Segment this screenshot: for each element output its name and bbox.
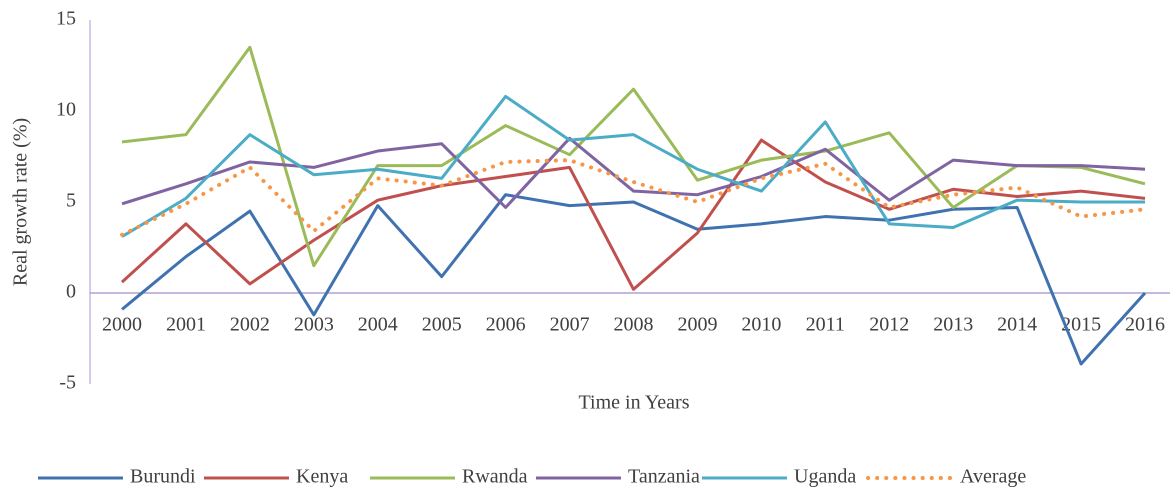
x-tick-label: 2006 [486,314,526,336]
legend-label: Kenya [296,466,348,488]
y-tick-label: 5 [66,190,76,212]
y-tick-label: 10 [56,99,76,121]
x-tick-label: 2014 [997,314,1037,336]
x-tick-label: 2008 [614,314,654,336]
x-tick-label: 2007 [550,314,590,336]
x-tick-label: 2009 [677,314,717,336]
y-axis-title: Real growth rate (%) [10,118,32,286]
x-tick-label: 2015 [1061,314,1101,336]
y-tick-label: 0 [66,281,76,303]
x-tick-label: 2000 [102,314,142,336]
series-line [121,136,1146,209]
legend-label: Burundi [130,466,196,488]
x-tick-label: 2005 [422,314,462,336]
series-line [121,94,1145,238]
x-tick-label: 2016 [1125,314,1165,336]
legend-label: Rwanda [462,466,528,488]
x-tick-label: 2002 [230,314,270,336]
x-tick-label: 2004 [358,314,398,336]
x-tick-label: 2013 [933,314,973,336]
x-tick-label: 2011 [806,314,845,336]
legend-label: Tanzania [628,466,700,488]
legend-label: Uganda [794,466,856,488]
y-tick-label: 15 [56,8,76,30]
x-tick-label: 2010 [741,314,781,336]
x-tick-label: 2012 [869,314,909,336]
series-line [121,193,1147,366]
series-line [121,45,1146,268]
x-tick-label: 2001 [166,314,206,336]
legend-label: Average [960,466,1026,488]
series-line [120,158,1147,237]
y-tick-label: -5 [59,372,76,394]
x-tick-label: 2003 [294,314,334,336]
x-axis-title: Time in Years [579,392,690,414]
